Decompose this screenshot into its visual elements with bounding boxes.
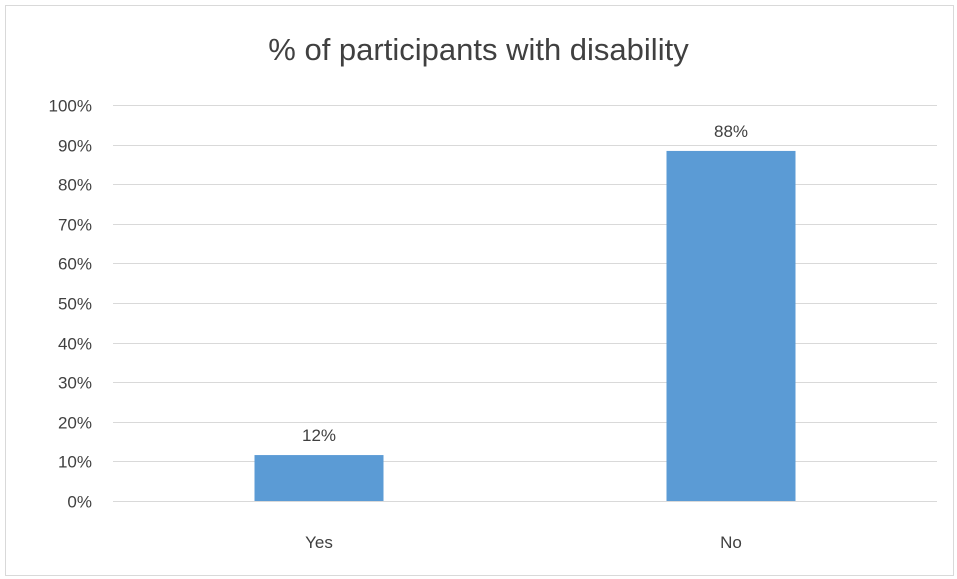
y-tick-label: 30% — [58, 374, 92, 393]
y-tick-label: 40% — [58, 335, 92, 354]
chart-frame — [5, 5, 954, 576]
y-tick-label: 80% — [58, 176, 92, 195]
data-label: 12% — [302, 426, 336, 445]
x-tick-label: No — [720, 533, 742, 552]
bar-yes — [254, 455, 384, 501]
bar-no — [666, 150, 796, 501]
y-tick-label: 60% — [58, 255, 92, 274]
y-tick-label: 10% — [58, 453, 92, 472]
data-label: 88% — [714, 122, 748, 141]
x-tick-label: Yes — [305, 533, 333, 552]
y-tick-label: 90% — [58, 137, 92, 156]
y-tick-label: 50% — [58, 295, 92, 314]
y-tick-label: 100% — [49, 97, 92, 116]
chart-title: % of participants with disability — [268, 32, 689, 67]
y-tick-label: 0% — [67, 493, 92, 512]
y-tick-label: 20% — [58, 414, 92, 433]
y-tick-label: 70% — [58, 216, 92, 235]
